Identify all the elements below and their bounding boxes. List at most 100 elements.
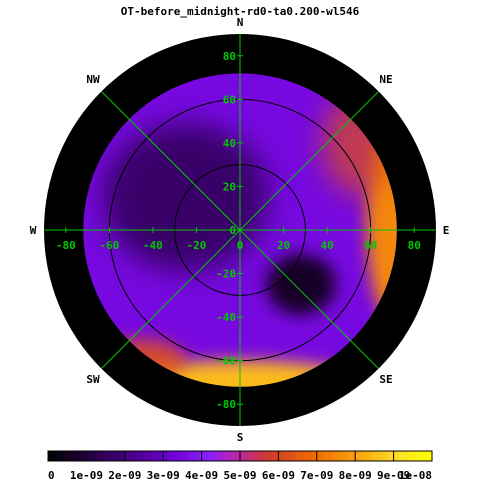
colorbar-segment: [158, 451, 161, 461]
colorbar-segment: [86, 451, 89, 461]
colorbar-segment: [232, 451, 235, 461]
colorbar-segment: [166, 451, 169, 461]
colorbar-segment: [328, 451, 331, 461]
colorbar-segment: [300, 451, 303, 461]
colorbar-segment: [370, 451, 373, 461]
colorbar-segment: [400, 451, 403, 461]
colorbar-segment: [160, 451, 163, 461]
colorbar-segment: [110, 451, 113, 461]
colorbar-segment: [78, 451, 81, 461]
colorbar-segment: [250, 451, 253, 461]
colorbar-segment: [164, 451, 167, 461]
colorbar-segment: [212, 451, 215, 461]
colorbar-segment: [274, 451, 277, 461]
colorbar-segment: [118, 451, 121, 461]
colorbar-segment: [202, 451, 205, 461]
colorbar-segment: [198, 451, 201, 461]
colorbar-segment: [398, 451, 401, 461]
colorbar-segment: [194, 451, 197, 461]
colorbar-segment: [322, 451, 325, 461]
colorbar-segment: [116, 451, 119, 461]
colorbar-segment: [372, 451, 375, 461]
colorbar-segment: [282, 451, 285, 461]
colorbar-segment: [408, 451, 411, 461]
colorbar: [47, 450, 433, 462]
colorbar-label: 5e-09: [223, 469, 256, 480]
colorbar-label: 6e-09: [262, 469, 295, 480]
colorbar-segment: [136, 451, 139, 461]
colorbar-segment: [48, 451, 51, 461]
colorbar-segment: [348, 451, 351, 461]
direction-label-se: SE: [379, 373, 392, 386]
colorbar-label: 2e-09: [108, 469, 141, 480]
y-tick-label: 0: [229, 224, 236, 237]
colorbar-segment: [238, 451, 241, 461]
colorbar-segment: [134, 451, 137, 461]
colorbar-segment: [130, 451, 133, 461]
colorbar-segment: [270, 451, 273, 461]
y-tick-label: -40: [216, 311, 236, 324]
x-tick-label: -80: [56, 239, 76, 252]
colorbar-segment: [314, 451, 317, 461]
colorbar-labels: 0 1e-09 2e-09 3e-09 4e-09 5e-09 6e-09 7e-09 8e-0…: [48, 469, 432, 480]
x-tick-label: 0: [237, 239, 244, 252]
colorbar-label: 3e-09: [147, 469, 180, 480]
colorbar-segment: [74, 451, 77, 461]
colorbar-segment: [170, 451, 173, 461]
colorbar-segment: [120, 451, 123, 461]
colorbar-segment: [302, 451, 305, 461]
colorbar-segment: [96, 451, 99, 461]
colorbar-segment: [296, 451, 299, 461]
direction-label-ne: NE: [379, 73, 392, 86]
colorbar-segment: [126, 451, 129, 461]
colorbar-segment: [178, 451, 181, 461]
colorbar-segment: [88, 451, 91, 461]
x-tick-label: -60: [99, 239, 119, 252]
colorbar-segment: [114, 451, 117, 461]
colorbar-segment: [340, 451, 343, 461]
colorbar-segment: [290, 451, 293, 461]
colorbar-segment: [268, 451, 271, 461]
colorbar-segment: [240, 451, 243, 461]
colorbar-segment: [220, 451, 223, 461]
colorbar-segment: [312, 451, 315, 461]
colorbar-segment: [92, 451, 95, 461]
colorbar-segment: [404, 451, 407, 461]
colorbar-segment: [420, 451, 423, 461]
colorbar-segment: [66, 451, 69, 461]
colorbar-segment: [58, 451, 61, 461]
colorbar-segment: [376, 451, 379, 461]
colorbar-segment: [306, 451, 309, 461]
colorbar-segment: [214, 451, 217, 461]
colorbar-segment: [244, 451, 247, 461]
colorbar-segment: [226, 451, 229, 461]
colorbar-segment: [52, 451, 55, 461]
colorbar-segment: [396, 451, 399, 461]
colorbar-segment: [394, 451, 397, 461]
x-tick-label: -20: [187, 239, 207, 252]
colorbar-segment: [384, 451, 387, 461]
colorbar-segment: [280, 451, 283, 461]
colorbar-segment: [326, 451, 329, 461]
y-tick-label: -80: [216, 398, 236, 411]
direction-label-w: W: [30, 224, 37, 237]
colorbar-segment: [260, 451, 263, 461]
colorbar-segment: [286, 451, 289, 461]
colorbar-segment: [276, 451, 279, 461]
colorbar-segment: [386, 451, 389, 461]
colorbar-segment: [258, 451, 261, 461]
colorbar-segment: [216, 451, 219, 461]
colorbar-segment: [108, 451, 111, 461]
colorbar-segment: [428, 451, 431, 461]
colorbar-segment: [288, 451, 291, 461]
colorbar-segment: [82, 451, 85, 461]
colorbar-segment: [266, 451, 269, 461]
colorbar-segment: [192, 451, 195, 461]
colorbar-segment: [50, 451, 53, 461]
colorbar-segment: [94, 451, 97, 461]
colorbar-segment: [406, 451, 409, 461]
colorbar-segment: [146, 451, 149, 461]
colorbar-segment: [308, 451, 311, 461]
colorbar-segment: [410, 451, 413, 461]
